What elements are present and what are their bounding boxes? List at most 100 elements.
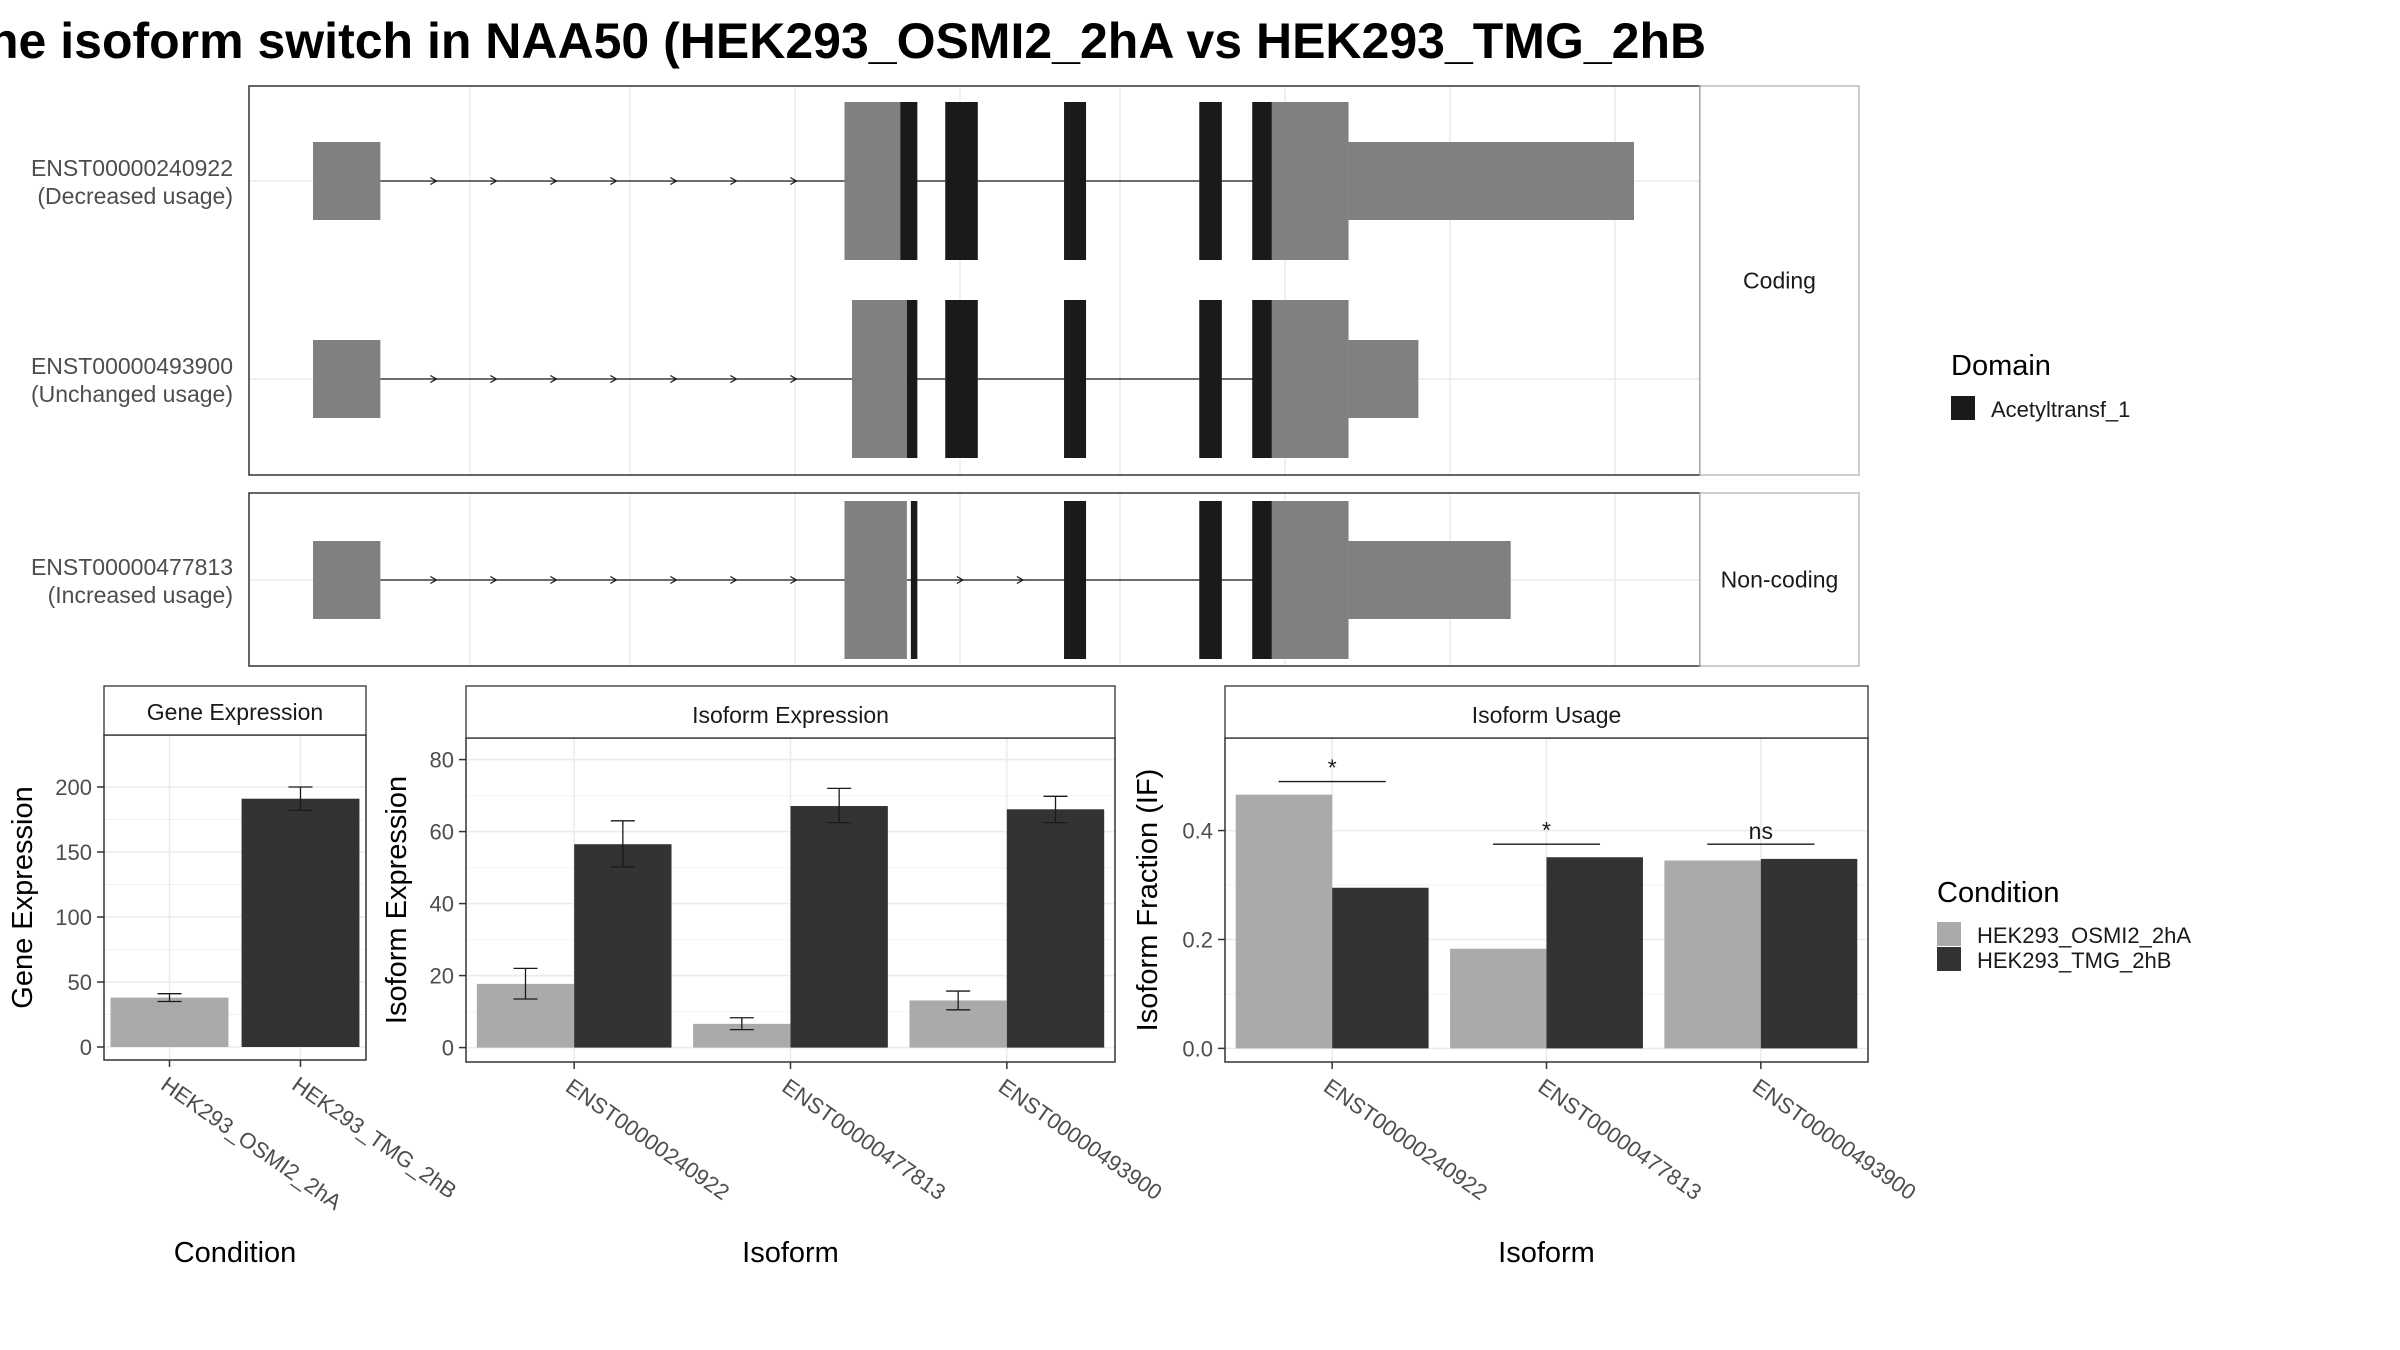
y-tick-label: 50	[68, 970, 92, 995]
domain-block	[1252, 102, 1272, 260]
facet-strip-label: Coding	[1743, 268, 1816, 294]
intron-arrow	[610, 176, 618, 186]
legend-title-condition: Condition	[1937, 877, 2060, 909]
domain-block	[1252, 501, 1272, 659]
facet-strip-label: Non-coding	[1721, 567, 1839, 593]
domain-block	[1199, 300, 1222, 458]
intron-arrow	[790, 176, 798, 186]
legend-label-condition: HEK293_OSMI2_2hA	[1977, 923, 2191, 948]
legend-title-domain: Domain	[1951, 350, 2051, 382]
bar	[693, 1023, 791, 1048]
bar	[790, 806, 888, 1048]
legends: Domain Acetyltransf_1 Condition HEK293_OSMI…	[1937, 350, 2191, 973]
intron-arrow	[790, 575, 798, 585]
domain-block	[1064, 501, 1087, 659]
significance-label: *	[1328, 755, 1337, 781]
intron-arrow	[550, 374, 558, 384]
y-tick-label: 0.4	[1182, 819, 1213, 844]
exon-block	[313, 142, 381, 220]
intron-arrow	[730, 374, 738, 384]
y-tick-label: 20	[430, 964, 454, 989]
domain-block	[1199, 501, 1222, 659]
isoform-usage-panel: ENST00000240922 ENST00000477813 ENST000004…	[1132, 685, 1921, 1269]
intron-arrow	[1016, 575, 1025, 585]
domain-block	[900, 102, 918, 260]
facet-strip	[1699, 85, 1860, 476]
error-bar	[288, 786, 313, 812]
legend-key-condition	[1937, 947, 1961, 971]
legend-key-condition	[1937, 922, 1961, 946]
transcript-usage-label: (Unchanged usage)	[31, 381, 233, 407]
intron-arrow	[670, 374, 678, 384]
intron-arrow	[490, 575, 498, 585]
x-axis-title: Isoform	[1498, 1237, 1595, 1269]
intron-arrow	[550, 176, 558, 186]
x-tick-label: ENST00000477813	[778, 1074, 951, 1205]
domain-block	[945, 300, 978, 458]
x-axis-title: Condition	[174, 1237, 297, 1269]
intron-arrow	[430, 374, 438, 384]
intron-arrow	[550, 575, 558, 585]
intron-arrow	[430, 575, 438, 585]
y-axis-title: Gene Expression	[7, 786, 39, 1008]
isoform-expression-panel: ENST00000240922 ENST00000477813 ENST000004…	[381, 685, 1167, 1269]
figure-title: he isoform switch in NAA50 (HEK293_OSMI2…	[0, 13, 1706, 69]
panel-strip	[465, 685, 1116, 739]
domain-block	[910, 501, 918, 659]
domain-block	[945, 102, 978, 260]
error-bar	[513, 967, 538, 1000]
legend-label-condition: HEK293_TMG_2hB	[1977, 948, 2171, 973]
bar	[574, 844, 672, 1048]
intron-arrow	[490, 374, 498, 384]
y-tick-label: 80	[430, 748, 454, 773]
y-tick-label: 40	[430, 892, 454, 917]
bar	[1760, 858, 1858, 1049]
y-tick-label: 0.2	[1182, 927, 1213, 952]
x-tick-label: ENST00000477813	[1534, 1074, 1707, 1205]
transcript-id-label: ENST00000477813	[31, 554, 233, 580]
panel-strip-label: Gene Expression	[147, 699, 323, 725]
bar	[241, 798, 360, 1047]
y-tick-label: 0.0	[1182, 1036, 1213, 1061]
error-bar	[827, 787, 852, 824]
y-axis-title: Isoform Fraction (IF)	[1132, 769, 1164, 1032]
significance-label: *	[1542, 817, 1551, 843]
intron-arrow	[610, 374, 618, 384]
transcript-id-label: ENST00000493900	[31, 353, 233, 379]
intron-arrow	[956, 575, 965, 585]
domain-block	[1064, 300, 1087, 458]
exon-block	[844, 102, 907, 260]
error-bar	[729, 1017, 754, 1031]
y-tick-label: 150	[55, 840, 92, 865]
intron-arrow	[430, 176, 438, 186]
facet-strip	[1699, 492, 1860, 667]
error-bar	[157, 993, 182, 1003]
x-tick-label: ENST00000240922	[1319, 1074, 1492, 1205]
exon-block	[851, 300, 907, 458]
bar	[110, 997, 229, 1047]
transcript-usage-label: (Increased usage)	[48, 582, 233, 608]
panel-strip-label: Isoform Expression	[692, 702, 889, 728]
x-tick-label: ENST00000493900	[994, 1074, 1167, 1205]
y-tick-label: 60	[430, 820, 454, 845]
intron-arrow	[730, 575, 738, 585]
error-bar	[1043, 795, 1068, 824]
exon-block	[313, 541, 381, 619]
y-axis-title: Isoform Expression	[381, 776, 413, 1024]
panel-strip-label: Isoform Usage	[1472, 702, 1622, 728]
exon-block	[844, 501, 907, 659]
y-tick-label: 0	[80, 1035, 92, 1060]
exon-block	[1348, 142, 1634, 220]
intron-arrow	[670, 176, 678, 186]
gene-structure-panel: ENST00000240922(Decreased usage) ENST0000…	[31, 85, 1860, 667]
intron-arrow	[670, 575, 678, 585]
error-bar	[610, 820, 635, 868]
intron-arrow	[610, 575, 618, 585]
x-axis-title: Isoform	[742, 1237, 839, 1269]
exon-block	[1348, 340, 1419, 418]
significance-label: ns	[1749, 818, 1773, 844]
exon-block	[1348, 541, 1511, 619]
intron-arrow	[490, 176, 498, 186]
legend-label-domain: Acetyltransf_1	[1991, 397, 2130, 422]
